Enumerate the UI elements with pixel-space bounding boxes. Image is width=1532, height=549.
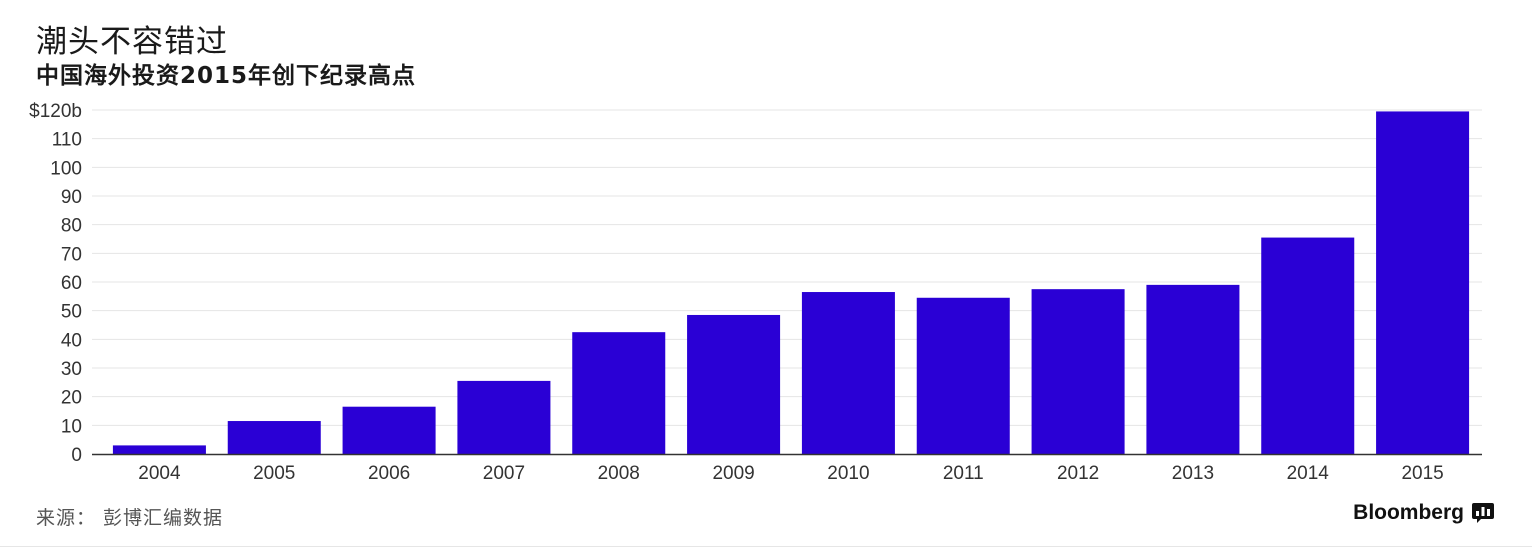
source-note: 来源： 彭博汇编数据 [36,507,224,529]
y-tick-label: 110 [52,130,82,151]
bar-2004 [112,445,206,454]
x-tick-label: 2005 [253,463,295,484]
y-tick-label: $120b [29,101,82,122]
chart-subtitle: 中国海外投资2015年创下纪录高点 [36,63,417,89]
x-tick-label: 2010 [827,463,869,484]
bar-2005 [227,421,321,454]
gridlines [92,109,1482,426]
chart-title: 潮头不容错过 [36,24,228,60]
y-tick-label: 70 [61,244,82,265]
y-tick-label: 80 [61,216,82,237]
y-tick-label: 20 [61,388,82,409]
y-tick-label: 100 [50,158,82,179]
bar-2014 [1261,237,1355,454]
x-tick-label: 2008 [598,463,640,484]
brand-logo: Bloomberg [1353,501,1494,525]
x-tick-label: 2009 [712,463,754,484]
x-tick-label: 2013 [1172,463,1214,484]
bar-2011 [916,297,1010,454]
x-tick-label: 2007 [483,463,525,484]
footer-divider [0,546,1532,547]
y-tick-label: 50 [61,302,82,323]
bar-2009 [687,314,781,454]
bar-2006 [342,406,436,454]
x-tick-label: 2012 [1057,463,1099,484]
y-axis-labels: 0 10 20 30 40 50 60 70 80 90 100 110 $120b [29,101,82,466]
bar-2012 [1031,289,1125,454]
x-tick-label: 2011 [943,463,984,484]
bar-2007 [457,380,551,454]
x-tick-label: 2006 [368,463,410,484]
bar-2008 [572,332,666,454]
x-tick-label: 2004 [138,463,181,484]
y-tick-label: 90 [61,187,82,208]
y-tick-label: 30 [61,359,82,380]
x-tick-label: 2015 [1401,463,1443,484]
x-axis-labels: 2004 2005 2006 2007 2008 2009 2010 2011 2012 2013… [138,463,1443,484]
y-tick-label: 0 [71,445,82,466]
y-tick-label: 60 [61,273,82,294]
bloomberg-chart-icon [1472,503,1494,523]
bars [112,111,1470,454]
y-tick-label: 10 [61,416,82,437]
bar-2015 [1376,111,1470,454]
bar-2013 [1146,284,1240,454]
bar-2010 [801,292,895,454]
x-tick-label: 2014 [1287,463,1330,484]
brand-name: Bloomberg [1353,501,1464,524]
y-tick-label: 40 [61,330,82,351]
